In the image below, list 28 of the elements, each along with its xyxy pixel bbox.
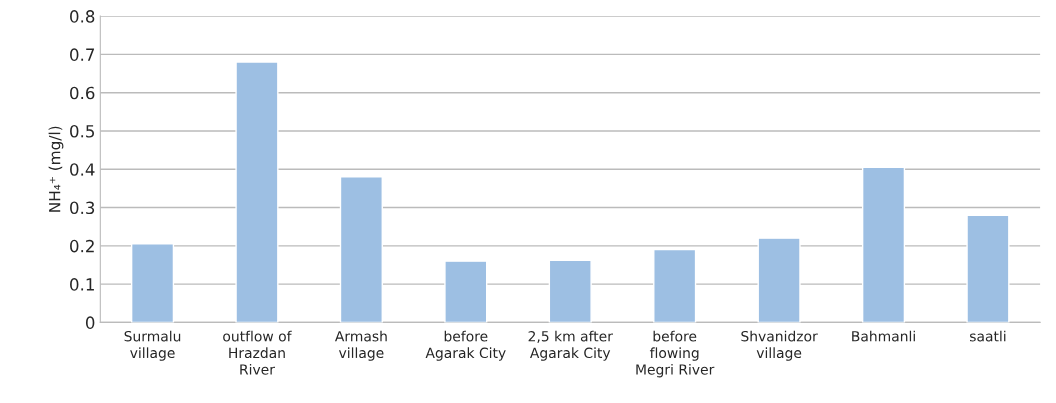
x-tick-label: before flowing Megri River: [636, 330, 715, 378]
x-tick-label: Shvanidzor village: [741, 330, 818, 361]
y-tick-label: 0.7: [70, 48, 95, 61]
bar: [757, 237, 801, 323]
bar: [130, 243, 175, 323]
y-tick-label: 0.1: [70, 278, 94, 291]
x-tick-label: outflow of Hrazdan River: [223, 330, 292, 375]
bar: [966, 214, 1010, 323]
bar: [653, 248, 697, 323]
y-axis-title: NH₄⁺ (mg/l): [48, 126, 64, 212]
y-tick-label: 0: [85, 316, 95, 329]
y-tick-label: 0.2: [70, 239, 94, 253]
y-tick-label: 0.4: [70, 163, 95, 176]
bar: [861, 166, 906, 323]
x-tick-label: Bahmanli: [852, 330, 915, 342]
x-tick-label: before Agarak City: [425, 330, 506, 361]
y-tick-label: 0.6: [70, 86, 95, 100]
bar: [339, 176, 383, 323]
y-tick-label: 0.5: [70, 124, 94, 138]
x-tick-label: saatli: [969, 330, 1006, 342]
bar: [235, 61, 279, 323]
x-tick-label: 2,5 km after Agarak City: [528, 330, 613, 361]
y-tick-label: 0.3: [70, 201, 95, 215]
bar: [444, 260, 488, 323]
x-tick-label: Armash village: [334, 330, 387, 361]
bar: [548, 259, 592, 323]
x-tick-label: Surmalu village: [124, 330, 181, 361]
y-tick-label: 0.8: [70, 10, 95, 23]
